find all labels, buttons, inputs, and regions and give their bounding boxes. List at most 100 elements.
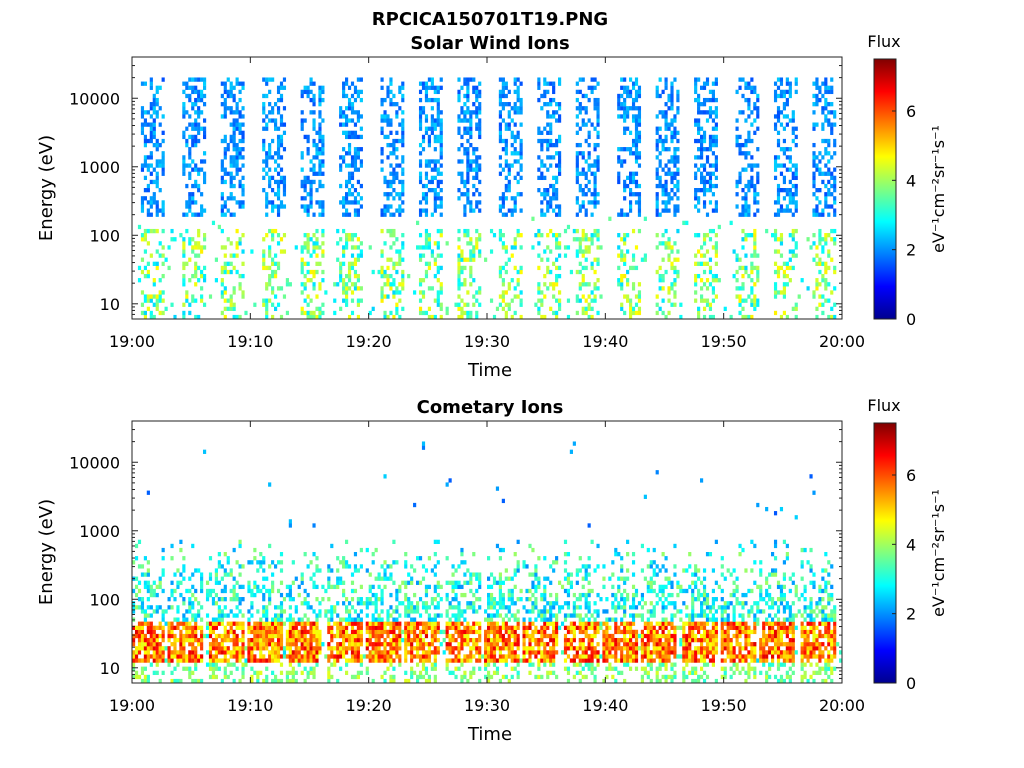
heatmap-cell <box>416 609 420 614</box>
heatmap-cell <box>303 633 307 639</box>
heatmap-cell <box>697 138 701 144</box>
heatmap-cell <box>776 155 781 160</box>
heatmap-cell <box>383 114 387 119</box>
heatmap-cell <box>546 204 550 209</box>
heatmap-cell <box>410 601 414 606</box>
heatmap-cell <box>469 130 473 135</box>
heatmap-cell <box>558 151 562 156</box>
heatmap-cell <box>306 241 310 246</box>
heatmap-cell <box>779 253 784 258</box>
heatmap-cell <box>788 192 792 197</box>
heatmap-cell <box>380 151 384 156</box>
heatmap-cell <box>714 159 718 164</box>
heatmap-cell <box>747 183 751 189</box>
heatmap-cell <box>194 588 198 594</box>
heatmap-cell <box>708 228 713 234</box>
heatmap-cell <box>741 188 745 193</box>
heatmap-cell <box>158 310 162 316</box>
heatmap-cell <box>756 114 760 119</box>
heatmap-cell <box>368 637 372 643</box>
heatmap-cell <box>315 625 319 630</box>
heatmap-cell <box>543 196 547 201</box>
heatmap-cell <box>345 134 349 140</box>
heatmap-cell <box>430 122 434 127</box>
heatmap-cell <box>241 613 245 618</box>
heatmap-cell <box>697 106 701 111</box>
heatmap-cell <box>776 237 781 242</box>
heatmap-cell <box>143 163 147 168</box>
heatmap-cell <box>374 592 378 598</box>
heatmap-cell <box>433 192 437 197</box>
heatmap-cell <box>392 147 396 152</box>
heatmap-cell <box>303 666 307 671</box>
heatmap-cell <box>220 650 224 655</box>
heatmap-cell <box>279 654 284 659</box>
heatmap-cell <box>285 310 289 316</box>
heatmap-cell <box>694 278 698 283</box>
heatmap-cell <box>342 245 346 250</box>
heatmap-cell <box>785 89 789 95</box>
heatmap-cell <box>637 204 642 209</box>
heatmap-cell <box>347 621 352 626</box>
heatmap-cell <box>634 106 639 111</box>
heatmap-cell <box>279 670 284 676</box>
heatmap-cell <box>818 282 822 287</box>
heatmap-cell <box>637 130 642 135</box>
heatmap-cell <box>309 188 313 193</box>
heatmap-cell <box>274 126 278 131</box>
heatmap-cell <box>262 609 266 614</box>
heatmap-cell <box>818 212 822 217</box>
heatmap-cell <box>158 253 162 258</box>
heatmap-cell <box>200 646 204 651</box>
heatmap-cell <box>262 629 266 635</box>
heatmap-cell <box>238 286 242 291</box>
heatmap-cell <box>433 97 437 103</box>
solar-wind-x-label: Time <box>467 360 512 381</box>
heatmap-cell <box>262 257 266 262</box>
heatmap-cell <box>782 93 786 99</box>
heatmap-cell <box>149 613 153 618</box>
heatmap-cell <box>519 298 523 303</box>
heatmap-cell <box>629 93 633 99</box>
heatmap-cell <box>265 159 269 164</box>
heatmap-cell <box>276 637 281 643</box>
heatmap-cell <box>510 298 514 303</box>
heatmap-cell <box>259 588 263 594</box>
heatmap-cell <box>546 155 550 160</box>
heatmap-cell <box>182 637 186 643</box>
heatmap-cell <box>788 85 792 90</box>
heatmap-cell <box>176 617 180 622</box>
heatmap-cell <box>637 183 642 189</box>
heatmap-cell <box>791 163 795 168</box>
heatmap-cell <box>155 605 159 610</box>
heatmap-cell <box>463 282 467 287</box>
heatmap-cell <box>247 637 251 643</box>
heatmap-cell <box>324 613 328 618</box>
heatmap-cell <box>276 183 281 189</box>
heatmap-cell <box>274 654 278 659</box>
heatmap-cell <box>274 642 278 647</box>
heatmap-cell <box>179 654 183 659</box>
heatmap-cell <box>466 97 470 103</box>
heatmap-cell <box>697 200 701 205</box>
heatmap-cell <box>617 93 621 99</box>
heatmap-cell <box>395 617 399 622</box>
heatmap-cell <box>634 122 639 127</box>
heatmap-cell <box>407 642 411 647</box>
heatmap-cell <box>383 646 387 651</box>
heatmap-cell <box>345 233 349 238</box>
heatmap-cell <box>312 572 316 577</box>
heatmap-cell <box>631 179 636 185</box>
heatmap-cell <box>330 584 334 590</box>
heatmap-cell <box>756 179 760 185</box>
heatmap-cell <box>194 122 198 127</box>
heatmap-cell <box>339 265 343 271</box>
heatmap-cell <box>510 151 514 156</box>
heatmap-cell <box>702 253 707 258</box>
heatmap-cell <box>132 609 136 614</box>
heatmap-cell <box>708 163 713 168</box>
heatmap-cell <box>421 245 426 250</box>
heatmap-cell <box>661 273 665 279</box>
heatmap-cell <box>247 629 251 635</box>
heatmap-cell <box>253 654 257 659</box>
